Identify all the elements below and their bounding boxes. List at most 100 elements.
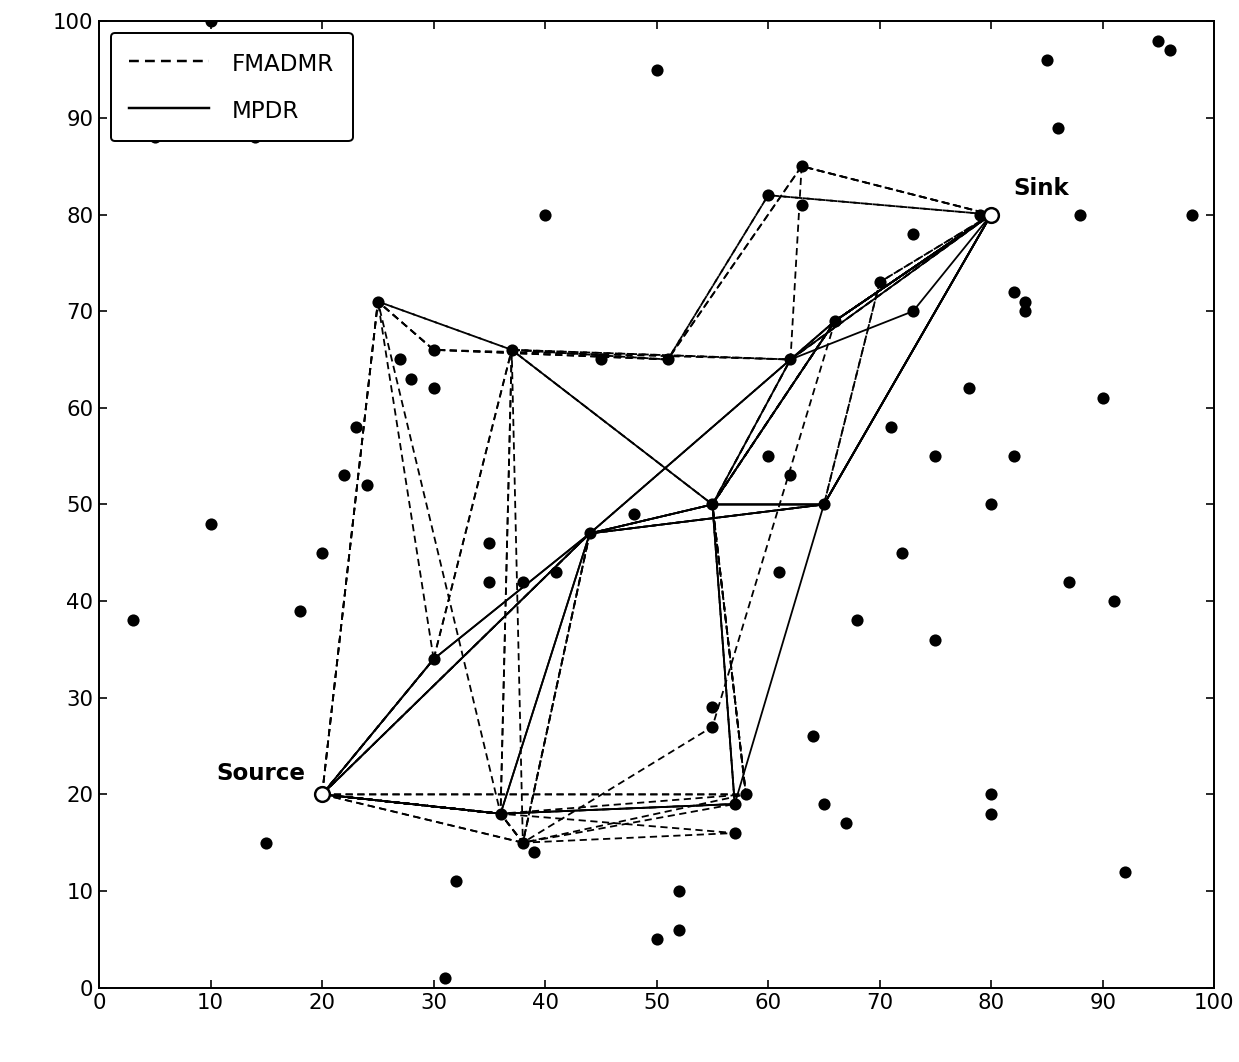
Point — [1182, 206, 1202, 223]
Point — [346, 418, 366, 435]
Point — [736, 786, 756, 803]
Point — [926, 448, 945, 465]
Point — [201, 515, 221, 532]
Point — [658, 350, 678, 369]
Text: Source: Source — [217, 761, 305, 785]
Line: FMADMR: FMADMR — [322, 167, 991, 794]
Point — [624, 506, 644, 523]
Point — [647, 62, 667, 79]
Point — [1070, 206, 1090, 223]
Point — [669, 883, 689, 900]
FMADMR — [660, 353, 675, 365]
Point — [245, 129, 265, 145]
MPDR — [705, 498, 720, 511]
Point — [502, 341, 522, 358]
MPDR — [817, 498, 831, 511]
Text: Sink: Sink — [1014, 177, 1069, 200]
Point — [981, 786, 1001, 803]
Point — [390, 350, 410, 369]
Point — [758, 187, 778, 204]
Point — [1048, 119, 1068, 136]
FMADMR — [315, 788, 330, 801]
Point — [1004, 448, 1023, 465]
Line: MPDR: MPDR — [322, 215, 991, 794]
Point — [836, 815, 856, 832]
FMADMR — [426, 343, 441, 356]
Point — [290, 602, 310, 619]
Point — [1015, 293, 1035, 310]
Point — [591, 350, 611, 369]
Point — [524, 844, 544, 861]
Point — [1093, 390, 1113, 407]
Point — [1104, 593, 1124, 610]
Point — [926, 631, 945, 648]
Point — [792, 196, 812, 213]
MPDR — [582, 527, 597, 539]
Point — [535, 206, 555, 223]
Point — [201, 13, 221, 30]
Point — [1160, 41, 1180, 58]
Point — [814, 795, 834, 812]
Point — [781, 350, 800, 369]
Point — [792, 158, 812, 175]
Point — [312, 786, 332, 803]
FMADMR — [370, 295, 385, 308]
MPDR — [984, 208, 999, 221]
Point — [424, 380, 444, 397]
Point — [256, 835, 276, 852]
Point — [513, 835, 533, 852]
Point — [1149, 32, 1168, 49]
Point — [814, 496, 834, 513]
Point — [981, 496, 1001, 513]
Point — [145, 129, 165, 145]
Point — [647, 930, 667, 947]
Point — [335, 467, 354, 484]
Point — [781, 467, 800, 484]
Point — [1004, 284, 1023, 301]
Point — [357, 477, 377, 494]
Point — [903, 225, 923, 242]
Point — [870, 274, 890, 291]
Point — [903, 303, 923, 320]
Point — [424, 651, 444, 668]
Point — [669, 921, 689, 938]
Point — [703, 699, 722, 716]
Point — [970, 206, 990, 223]
Point — [825, 312, 845, 329]
Point — [435, 970, 455, 987]
Point — [1115, 863, 1135, 880]
Point — [446, 873, 466, 890]
Legend: FMADMR, MPDR: FMADMR, MPDR — [110, 33, 353, 141]
Point — [981, 805, 1001, 822]
Point — [892, 544, 912, 561]
Point — [312, 544, 332, 561]
Point — [881, 418, 901, 435]
Point — [580, 525, 600, 542]
Point — [134, 100, 154, 117]
Point — [424, 341, 444, 358]
Point — [491, 805, 510, 822]
Point — [803, 727, 823, 744]
MPDR — [315, 788, 330, 801]
Point — [725, 795, 745, 812]
Point — [368, 293, 388, 310]
FMADMR — [984, 208, 999, 221]
Point — [479, 573, 499, 590]
Point — [725, 824, 745, 841]
Point — [1015, 303, 1035, 320]
Point — [758, 448, 778, 465]
Point — [703, 718, 722, 735]
MPDR — [426, 653, 441, 666]
Point — [959, 380, 979, 397]
Point — [847, 612, 867, 629]
Point — [123, 612, 142, 629]
Point — [546, 564, 566, 581]
Point — [479, 534, 499, 551]
FMADMR — [794, 160, 809, 173]
Point — [769, 564, 789, 581]
Point — [1037, 51, 1057, 68]
Point — [703, 496, 722, 513]
Point — [223, 32, 243, 49]
Point — [401, 371, 421, 388]
Point — [513, 573, 533, 590]
